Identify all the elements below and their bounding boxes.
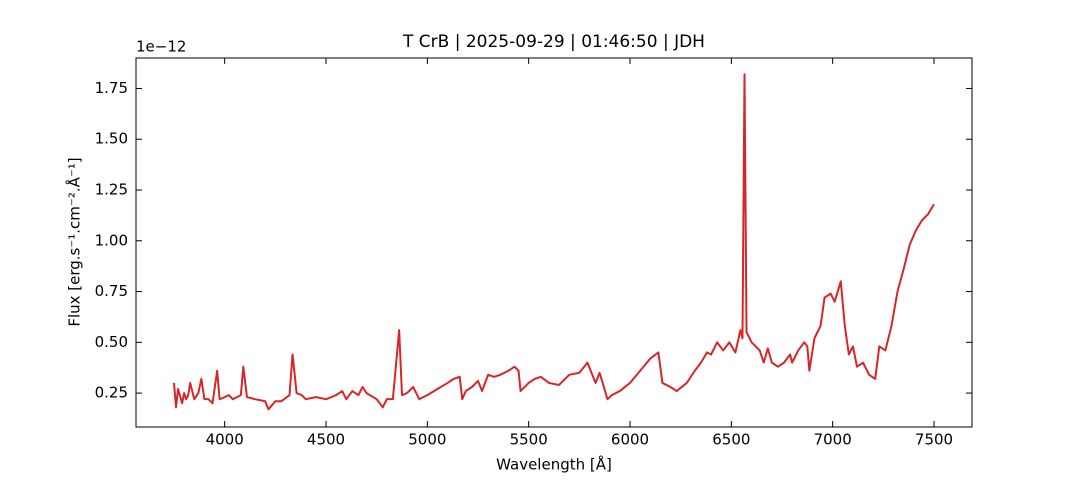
x-tick-label: 5500 xyxy=(510,431,548,449)
x-tick-label: 6500 xyxy=(712,431,750,449)
x-tick-label: 7000 xyxy=(814,431,852,449)
y-axis-label: Flux [erg.s⁻¹.cm⁻².Å⁻¹] xyxy=(65,157,84,326)
plot-frame xyxy=(135,57,973,428)
y-tick-label: 0.75 xyxy=(95,282,128,300)
x-tick-label: 6000 xyxy=(611,431,649,449)
y-tick-label: 1.50 xyxy=(95,130,128,148)
spectrum-line xyxy=(173,73,935,411)
y-offset-label: 1e−12 xyxy=(136,38,186,56)
y-tick-label: 1.00 xyxy=(95,231,128,249)
x-tick-label: 5000 xyxy=(408,431,446,449)
y-tick-label: 1.25 xyxy=(95,181,128,199)
chart-title: T CrB | 2025-09-29 | 01:46:50 | JDH xyxy=(402,32,705,52)
x-tick-label: 7500 xyxy=(915,431,953,449)
y-tick-label: 0.50 xyxy=(95,333,128,351)
x-tick-label: 4000 xyxy=(206,431,244,449)
x-axis-label: Wavelength [Å] xyxy=(496,455,612,474)
x-tick-label: 4500 xyxy=(307,431,345,449)
y-tick-label: 0.25 xyxy=(95,384,128,402)
y-tick-label: 1.75 xyxy=(95,79,128,97)
